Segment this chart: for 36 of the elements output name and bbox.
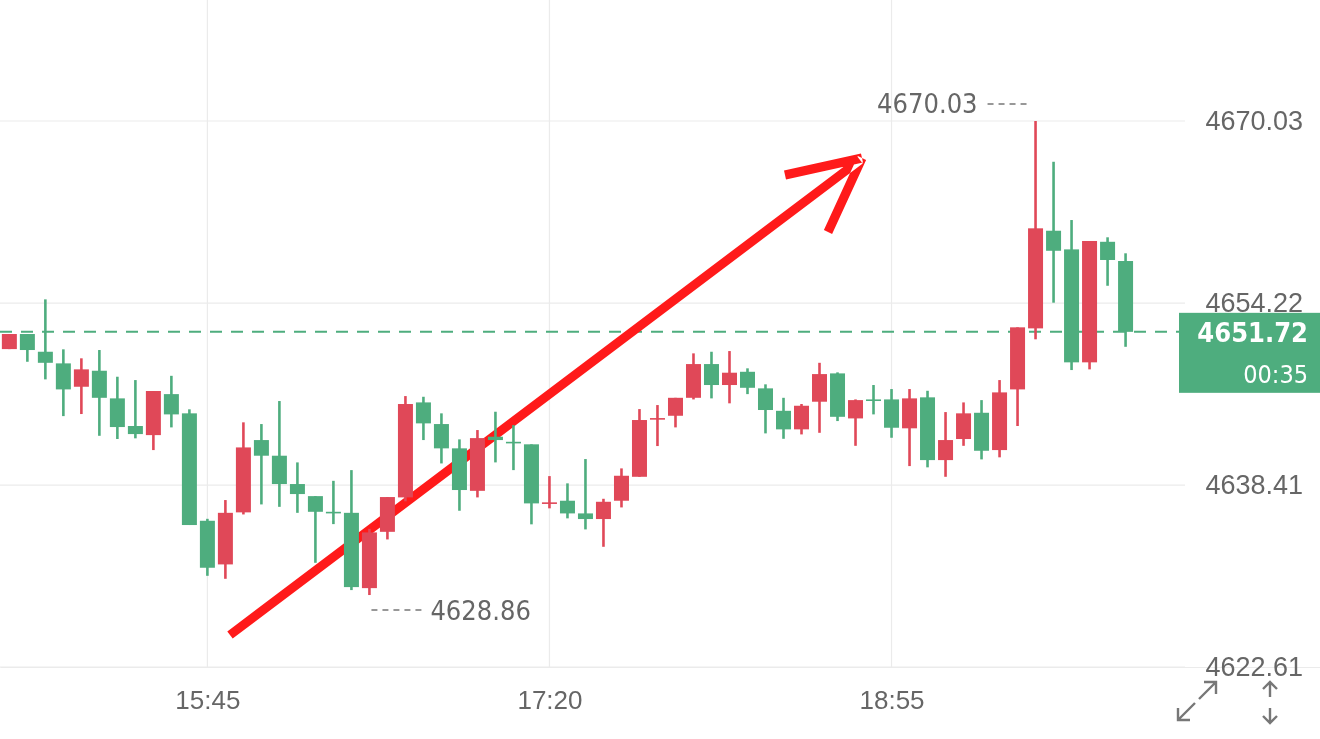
candlestick: [73, 357, 89, 416]
candlestick: [595, 497, 611, 549]
candlestick: [1046, 160, 1062, 304]
x-tick-label: 15:45: [175, 685, 241, 716]
candlestick: [757, 383, 773, 435]
candlestick: [938, 410, 954, 479]
y-tick-label: 4654.22: [1205, 288, 1303, 319]
annotation: 4628.86: [430, 595, 531, 627]
candlestick: [649, 403, 665, 448]
annotation: 00:35: [1243, 359, 1308, 389]
candlestick: [487, 410, 503, 464]
candlestick: [667, 396, 683, 429]
candlestick: [722, 349, 737, 405]
y-tick-label: 4622.61: [1205, 652, 1303, 683]
y-tick-label: 4670.03: [1205, 106, 1303, 137]
candlestick: [577, 457, 593, 531]
x-tick-label: 18:55: [859, 685, 925, 716]
y-tick-label: 4638.41: [1205, 470, 1303, 501]
candlestick: [776, 396, 792, 441]
candlestick: [541, 474, 557, 510]
candlestick: [703, 350, 719, 400]
x-tick-label: 17:20: [517, 685, 583, 716]
candlestick: [289, 461, 305, 515]
candlestick: [307, 494, 323, 565]
candlestick: [415, 395, 431, 442]
candlestick: [163, 374, 179, 429]
candlestick: [866, 383, 882, 416]
candlestick: [794, 402, 810, 436]
candlestick: [127, 378, 143, 440]
candlestick: [559, 482, 575, 520]
candlestick: [848, 398, 864, 448]
candlestick: [740, 367, 755, 396]
candlestick: [253, 422, 269, 506]
candlestick: [1100, 236, 1116, 288]
ref-line-label: 4651.72: [1197, 316, 1308, 348]
annotation: 4670.03: [877, 88, 978, 120]
